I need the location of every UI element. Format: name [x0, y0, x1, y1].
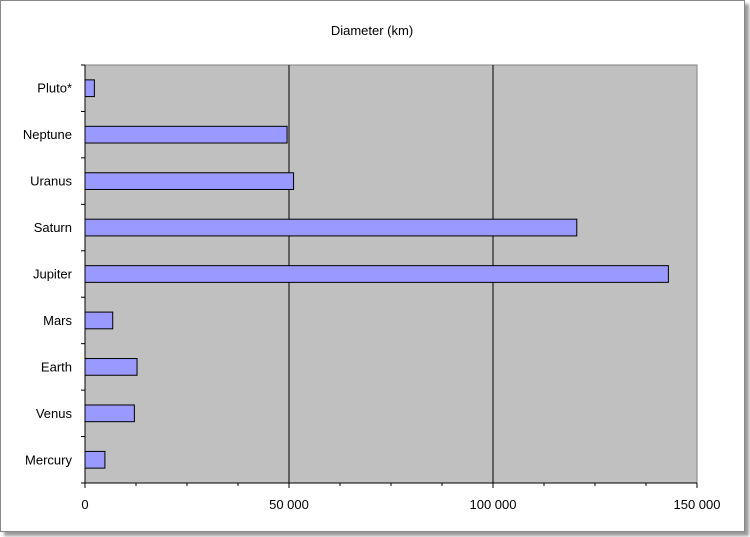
category-label: Mercury: [25, 452, 72, 467]
bar-uranus: [84, 172, 295, 190]
x-tick-labels: 0 50 000 100 000 150 000: [81, 497, 720, 512]
bar-venus: [84, 404, 135, 423]
category-label: Pluto*: [37, 81, 72, 96]
bar-neptune: [84, 125, 288, 144]
bar-mercury: [84, 450, 106, 469]
bar-earth: [84, 358, 138, 376]
x-tick-label: 100 000: [470, 497, 517, 512]
x-tick-label: 0: [81, 497, 88, 512]
bar-mars: [84, 311, 114, 330]
category-label: Mars: [43, 313, 72, 328]
category-label: Jupiter: [33, 267, 73, 282]
category-label: Uranus: [30, 174, 72, 189]
category-labels: Mercury Venus Earth Mars Jupiter Saturn Uranus…: [23, 81, 73, 468]
bar-pluto: [84, 79, 95, 98]
x-tick-label: 50 000: [269, 497, 309, 512]
category-label: Earth: [41, 359, 72, 374]
bar-jupiter: [84, 265, 669, 283]
axes: [81, 64, 698, 488]
bar-chart: Diameter (km) Mercury Venus Earth Mars Jupit…: [23, 23, 721, 512]
category-label: Saturn: [34, 220, 72, 235]
category-label: Venus: [36, 406, 73, 421]
chart-title: Diameter (km): [331, 23, 413, 38]
category-label: Neptune: [23, 127, 72, 142]
x-tick-label: 150 000: [674, 497, 721, 512]
bars: [84, 79, 669, 469]
bar-saturn: [84, 218, 578, 237]
